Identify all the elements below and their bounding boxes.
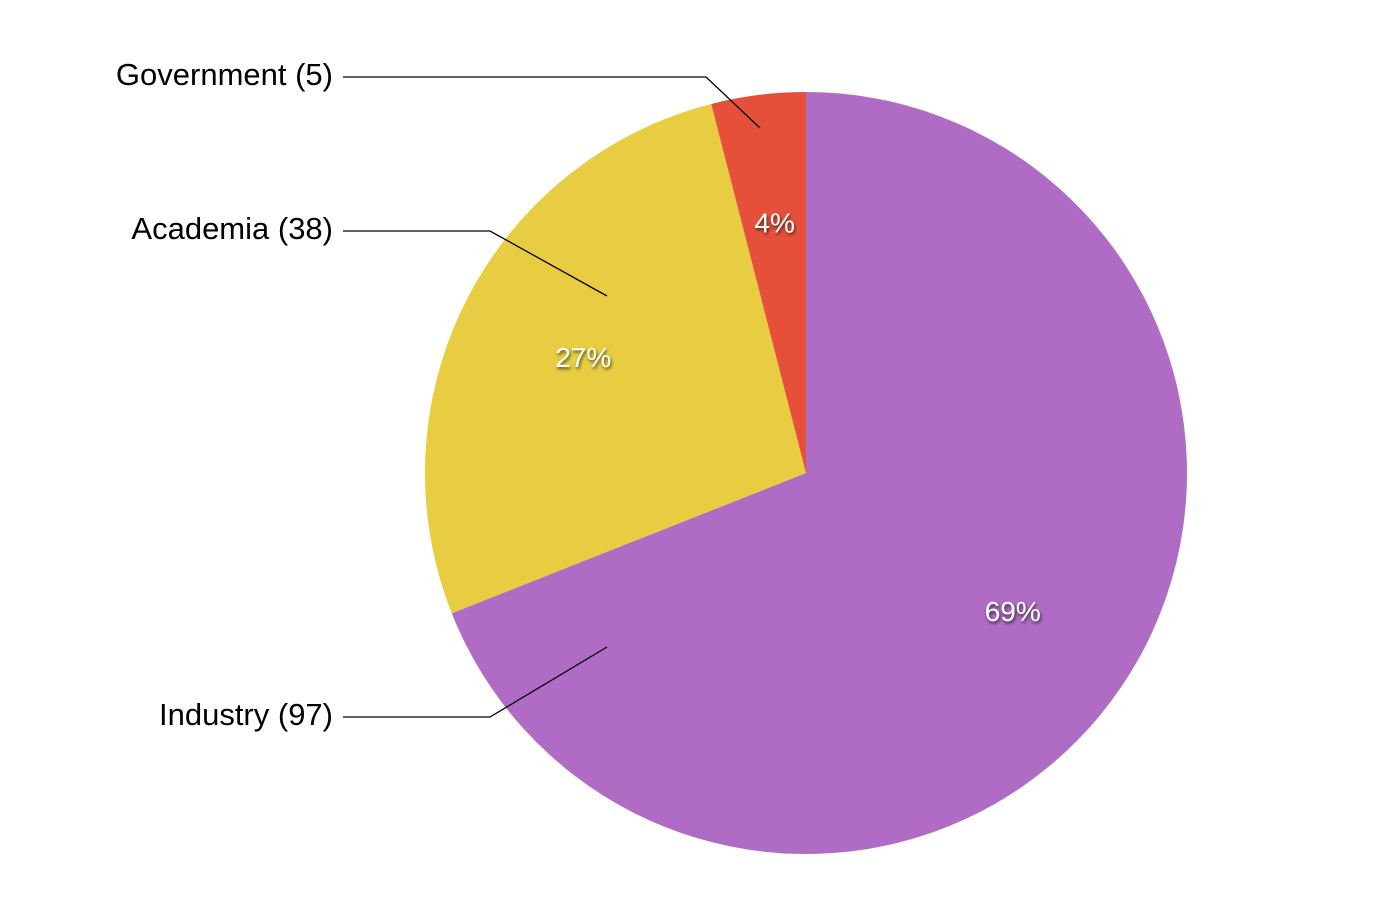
category-label: Government (5) <box>116 57 333 92</box>
leader-line <box>343 76 761 129</box>
labels: 69% Industry (97) 27% Academia (38) 4% Govern… <box>116 57 1041 732</box>
pie-slice <box>424 103 806 614</box>
pie <box>424 92 1188 854</box>
leader-line <box>343 646 608 718</box>
value-label: 27% <box>555 342 611 373</box>
pie-slice <box>451 92 1188 854</box>
pie-slice <box>711 92 806 473</box>
value-label: 69% <box>985 596 1041 627</box>
category-label: Industry (97) <box>159 697 333 732</box>
category-label: Academia (38) <box>131 211 333 246</box>
leader-line <box>343 230 608 297</box>
value-label: 4% <box>754 207 794 238</box>
